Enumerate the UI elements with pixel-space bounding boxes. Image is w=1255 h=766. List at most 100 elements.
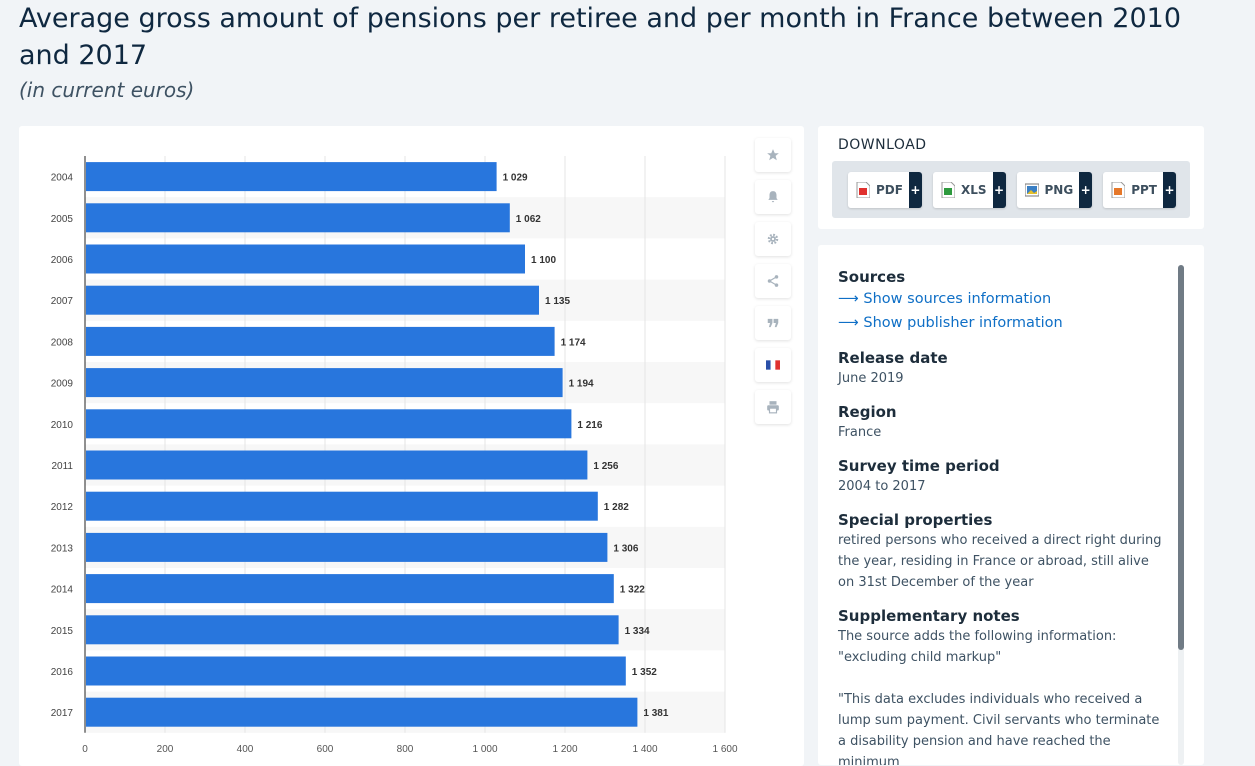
data-label: 1 334 (625, 626, 650, 637)
data-label: 1 135 (545, 296, 570, 307)
download-png-label: PNG (1044, 182, 1074, 197)
download-panel: DOWNLOAD PDF + XLS + PNG + (818, 126, 1204, 229)
x-tick-label: 600 (317, 744, 334, 755)
data-label: 1 174 (561, 337, 586, 348)
category-label: 2008 (51, 337, 74, 348)
bar (86, 491, 598, 521)
bar (86, 450, 588, 480)
download-xls-label: XLS (960, 182, 987, 197)
chart-toolbar (755, 138, 791, 432)
bar (86, 203, 510, 233)
page-subtitle: (in current euros) (19, 78, 195, 102)
special-properties-value: retired persons who received a direct ri… (838, 533, 1162, 590)
data-label: 1 216 (577, 420, 602, 431)
category-label: 2017 (51, 708, 74, 719)
print-button[interactable] (755, 390, 791, 424)
download-ppt-button[interactable]: PPT + (1103, 171, 1176, 208)
category-label: 2011 (51, 461, 73, 472)
survey-period-heading: Survey time period (838, 457, 1000, 475)
cite-button[interactable] (755, 306, 791, 340)
download-pdf-label: PDF (876, 182, 903, 197)
star-icon (767, 149, 779, 161)
download-png-plus[interactable]: + (1079, 171, 1093, 208)
category-label: 2013 (51, 543, 74, 554)
survey-period-value: 2004 to 2017 (838, 479, 926, 494)
bar (86, 244, 525, 274)
x-tick-label: 400 (237, 744, 254, 755)
x-tick-label: 1 000 (472, 744, 497, 755)
category-label: 2010 (51, 420, 74, 431)
region-value: France (838, 425, 882, 440)
bar (86, 656, 626, 686)
share-icon (767, 275, 779, 287)
arrow-right-icon: ⟶ (838, 315, 859, 331)
supplementary-notes-quote: "This data excludes individuals who rece… (838, 692, 1160, 765)
category-label: 2009 (51, 379, 74, 390)
category-label: 2016 (51, 667, 74, 678)
bar (86, 574, 614, 604)
category-label: 2006 (51, 255, 74, 266)
download-png-button[interactable]: PNG + (1016, 171, 1093, 208)
data-label: 1 282 (604, 502, 629, 513)
quote-icon (767, 318, 779, 328)
page-title: Average gross amount of pensions per ret… (19, 3, 1182, 71)
settings-button[interactable] (755, 222, 791, 256)
download-buttons: PDF + XLS + PNG + PPT + (832, 161, 1190, 218)
gear-icon (767, 233, 779, 245)
category-label: 2014 (51, 585, 74, 596)
category-label: 2012 (51, 502, 74, 513)
category-label: 2007 (51, 296, 74, 307)
download-ppt-plus[interactable]: + (1162, 171, 1176, 208)
category-label: 2004 (51, 173, 74, 184)
show-publisher-label: Show publisher information (863, 315, 1063, 331)
region-heading: Region (838, 403, 897, 421)
special-properties-heading: Special properties (838, 511, 993, 529)
data-label: 1 306 (613, 543, 638, 554)
chart-card: 0 200 400 600 800 1 000 1 200 1 400 1 600 2004 1 0… (19, 126, 804, 766)
language-button[interactable] (755, 348, 791, 382)
bell-icon (768, 191, 778, 203)
download-xls-button[interactable]: XLS + (932, 171, 1006, 208)
data-label: 1 062 (516, 214, 541, 225)
bar (86, 285, 539, 315)
x-tick-label: 1 600 (712, 744, 737, 755)
scrollbar-thumb[interactable] (1178, 265, 1184, 650)
ppt-file-icon (1111, 181, 1126, 198)
bar (86, 409, 572, 439)
download-ppt-label: PPT (1131, 182, 1157, 197)
x-tick-label: 800 (397, 744, 414, 755)
bar (86, 532, 608, 562)
favorite-button[interactable] (755, 138, 791, 172)
release-date-heading: Release date (838, 349, 948, 367)
france-flag-icon (766, 360, 780, 370)
bar-chart: 0 200 400 600 800 1 000 1 200 1 400 1 600 2004 1 0… (51, 156, 738, 755)
bar (86, 615, 619, 645)
xls-file-icon (941, 181, 955, 198)
bar (86, 697, 638, 727)
png-file-icon (1024, 183, 1039, 196)
arrow-right-icon: ⟶ (838, 291, 859, 307)
share-button[interactable] (755, 264, 791, 298)
download-title: DOWNLOAD (838, 137, 927, 153)
bar (86, 326, 555, 356)
print-icon (767, 401, 779, 414)
release-date-value: June 2019 (838, 371, 904, 386)
supplementary-notes-value: The source adds the following informatio… (838, 629, 1117, 665)
supplementary-notes-heading: Supplementary notes (838, 607, 1020, 625)
download-xls-plus[interactable]: + (992, 171, 1006, 208)
x-tick-label: 200 (157, 744, 174, 755)
data-label: 1 029 (503, 173, 528, 184)
data-label: 1 352 (632, 667, 657, 678)
category-label: 2015 (51, 626, 74, 637)
download-pdf-button[interactable]: PDF + (848, 171, 922, 208)
show-publisher-link[interactable]: ⟶ Show publisher information (838, 311, 1168, 335)
data-label: 1 100 (531, 255, 556, 266)
download-pdf-plus[interactable]: + (908, 171, 922, 208)
x-tick-label: 0 (82, 744, 88, 755)
notification-button[interactable] (755, 180, 791, 214)
show-sources-link[interactable]: ⟶ Show sources information (838, 287, 1168, 311)
x-tick-label: 1 400 (632, 744, 657, 755)
data-label: 1 381 (643, 708, 668, 719)
data-label: 1 194 (569, 379, 594, 390)
bar (86, 162, 497, 192)
